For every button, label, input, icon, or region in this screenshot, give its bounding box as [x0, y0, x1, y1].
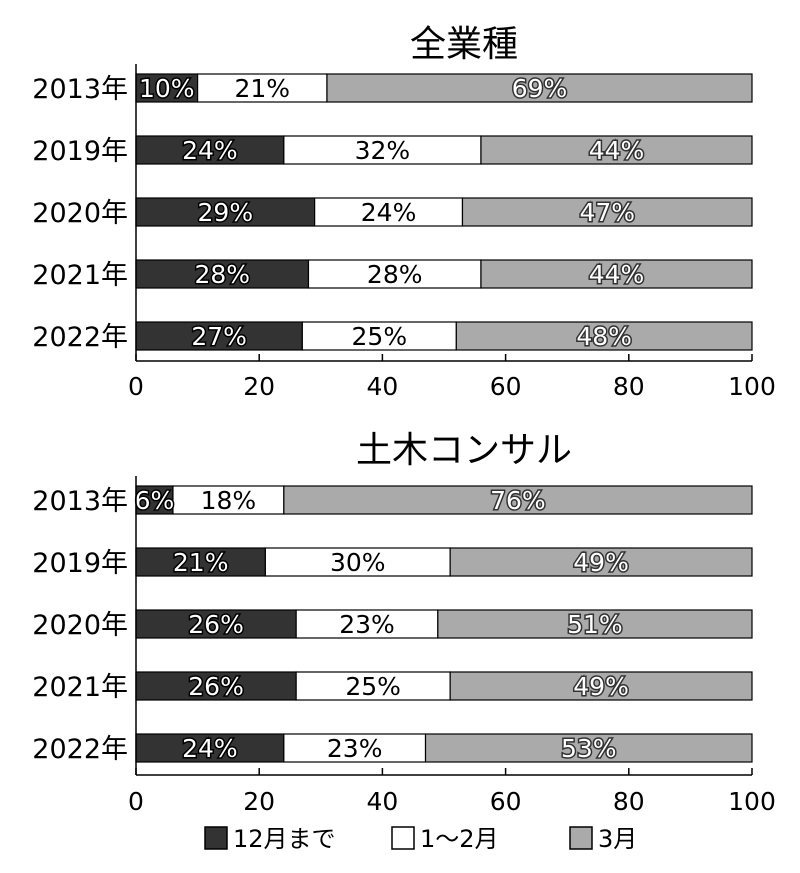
legend-label: 12月まで [233, 825, 336, 853]
data-label: 24% [361, 198, 417, 227]
bar-segment [301, 321, 457, 351]
bar-segment [449, 671, 753, 701]
data-label: 21% [173, 548, 229, 577]
data-label: 44% [589, 136, 645, 165]
bar-segment [135, 671, 297, 701]
data-label: 47% [579, 198, 635, 227]
category-label: 2021年 [32, 672, 128, 703]
x-tick-label: 60 [490, 372, 522, 401]
data-label: 10% [139, 74, 195, 103]
data-label: 26% [188, 610, 244, 639]
bar-segment [437, 609, 753, 639]
legend: 12月まで 1～2月 3月 [204, 825, 637, 853]
bar-segment [135, 733, 285, 763]
bar-segment [283, 135, 482, 165]
category-label: 2021年 [32, 260, 128, 291]
bar-segment [455, 321, 753, 351]
x-tick-label: 60 [490, 787, 522, 816]
chart-civil-consultants: 土木コンサル 2013年 6% 18% 76% 2019年 21% 30% 49% 2020年 26… [32, 430, 776, 816]
data-label: 44% [589, 260, 645, 289]
data-label: 30% [330, 548, 386, 577]
x-tick-label: 80 [613, 372, 645, 401]
data-label: 28% [194, 260, 250, 289]
bar-segment [449, 547, 753, 577]
data-label: 69% [512, 74, 568, 103]
legend-swatch [204, 826, 228, 850]
chart-all-industries: 全業種 2013年 10% 21% 69% 2019年 24% 32% 44% 2020年 29% 2… [32, 24, 776, 401]
data-label: 24% [182, 136, 238, 165]
bar-segment [283, 733, 427, 763]
bar-segment [135, 321, 303, 351]
bar-segment [424, 733, 753, 763]
category-label: 2022年 [32, 734, 128, 765]
data-label: 48% [576, 322, 632, 351]
data-label: 29% [198, 198, 254, 227]
legend-swatch [569, 826, 593, 850]
x-tick-label: 100 [728, 372, 776, 401]
bar-segment [135, 547, 266, 577]
x-tick-label: 40 [366, 787, 398, 816]
data-label: 27% [191, 322, 247, 351]
data-label: 24% [182, 734, 238, 763]
x-tick-label: 20 [243, 372, 275, 401]
data-label: 76% [490, 486, 546, 515]
bar-segment [135, 259, 310, 289]
legend-label: 3月 [598, 825, 637, 853]
category-label: 2019年 [32, 548, 128, 579]
legend-swatch [391, 826, 415, 850]
data-label: 26% [188, 672, 244, 701]
x-tick-label: 20 [243, 787, 275, 816]
data-label: 25% [345, 672, 401, 701]
data-label: 23% [339, 610, 395, 639]
data-label: 25% [352, 322, 408, 351]
bar-segment [314, 197, 464, 227]
bar-segment [283, 485, 753, 515]
data-label: 49% [573, 548, 629, 577]
chart-title: 全業種 [410, 24, 518, 65]
data-label: 32% [355, 136, 411, 165]
data-label: 28% [367, 260, 423, 289]
category-label: 2013年 [32, 74, 128, 105]
bar-segment [135, 197, 316, 227]
bar-segment [480, 135, 753, 165]
bar-segment [326, 73, 753, 103]
bar-segment [295, 609, 439, 639]
data-label: 23% [327, 734, 383, 763]
x-tick-label: 0 [128, 372, 144, 401]
category-label: 2013年 [32, 486, 128, 517]
x-tick-label: 100 [728, 787, 776, 816]
bar-segment [295, 671, 451, 701]
data-label: 49% [573, 672, 629, 701]
bar-segment [264, 547, 451, 577]
legend-label: 1～2月 [420, 825, 499, 853]
bar-segment [197, 73, 328, 103]
category-label: 2020年 [32, 610, 128, 641]
bar-segment [461, 197, 753, 227]
chart-title: 土木コンサル [356, 430, 572, 471]
bar-segment [172, 485, 285, 515]
category-label: 2022年 [32, 322, 128, 353]
x-tick-label: 40 [366, 372, 398, 401]
category-label: 2020年 [32, 198, 128, 229]
x-tick-label: 0 [128, 787, 144, 816]
data-label: 51% [567, 610, 623, 639]
bar-segment [135, 485, 174, 515]
category-label: 2019年 [32, 136, 128, 167]
data-label: 21% [234, 74, 290, 103]
bar-segment [480, 259, 753, 289]
bar-segment [135, 609, 297, 639]
data-label: 18% [201, 486, 257, 515]
x-tick-label: 80 [613, 787, 645, 816]
data-label: 6% [135, 486, 175, 515]
data-label: 53% [561, 734, 617, 763]
